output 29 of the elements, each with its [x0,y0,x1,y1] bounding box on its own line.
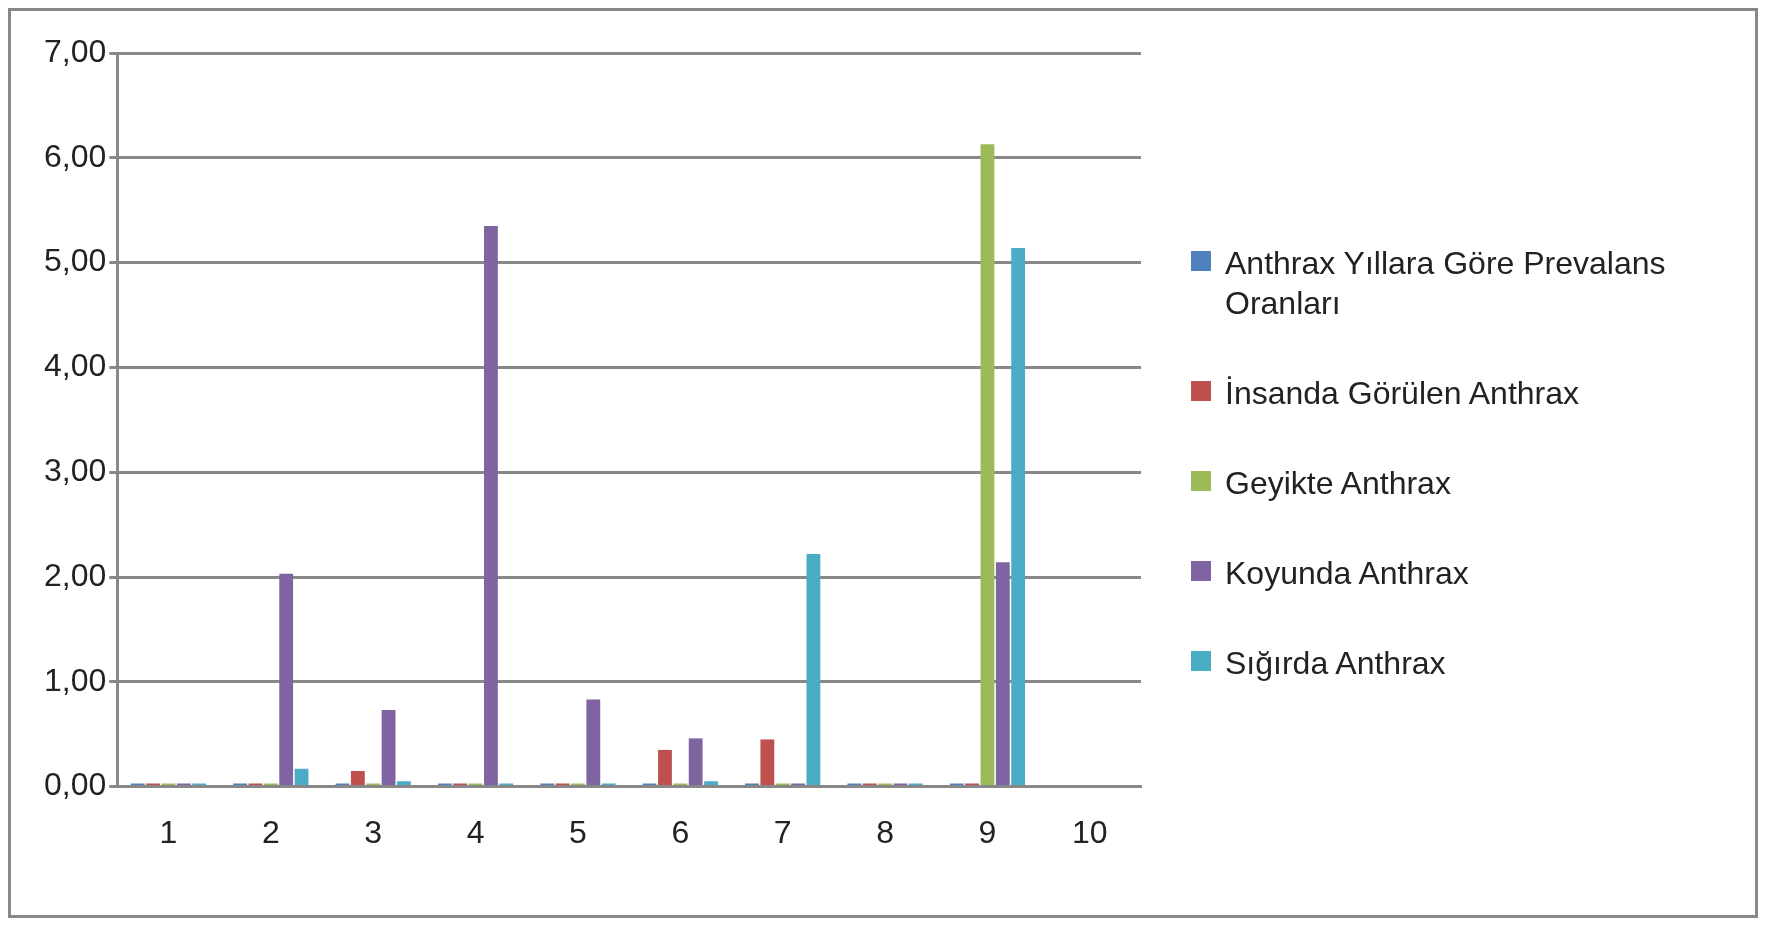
x-tick-label: 9 [978,813,997,850]
y-tick-label: 4,00 [44,347,107,384]
y-tick-label: 2,00 [44,556,107,593]
y-tick-label: 5,00 [44,242,107,279]
bar [279,573,294,786]
x-tick-label: 6 [671,813,690,850]
x-tick-label: 8 [876,813,894,850]
x-tick-label: 3 [364,813,383,850]
legend-label: Geyikte Anthrax [1225,464,1451,503]
x-tick-label: 5 [569,813,587,850]
y-tick-label: 3,00 [44,452,107,489]
legend-label: Sığırda Anthrax [1225,644,1446,683]
x-tick-label: 7 [773,813,792,850]
y-tick-label: 0,00 [44,766,107,803]
legend-label: İnsanda Görülen Anthrax [1225,374,1580,413]
legend-label: Anthrax Yıllara Göre Prevalans Oranları [1225,244,1667,323]
x-tick-label: 1 [159,813,178,850]
y-tick-label: 7,00 [44,32,107,69]
x-tick-label: 2 [261,813,280,850]
y-tick-label: 1,00 [44,661,107,698]
legend-label: Koyunda Anthrax [1225,554,1469,593]
bar [806,553,821,786]
y-tick-label: 6,00 [44,137,107,174]
bar [484,225,498,786]
bar [980,144,995,786]
x-tick-label: 4 [466,813,485,850]
bar [995,562,1010,786]
x-tick-label: 10 [1072,813,1108,850]
bar [1011,247,1026,786]
